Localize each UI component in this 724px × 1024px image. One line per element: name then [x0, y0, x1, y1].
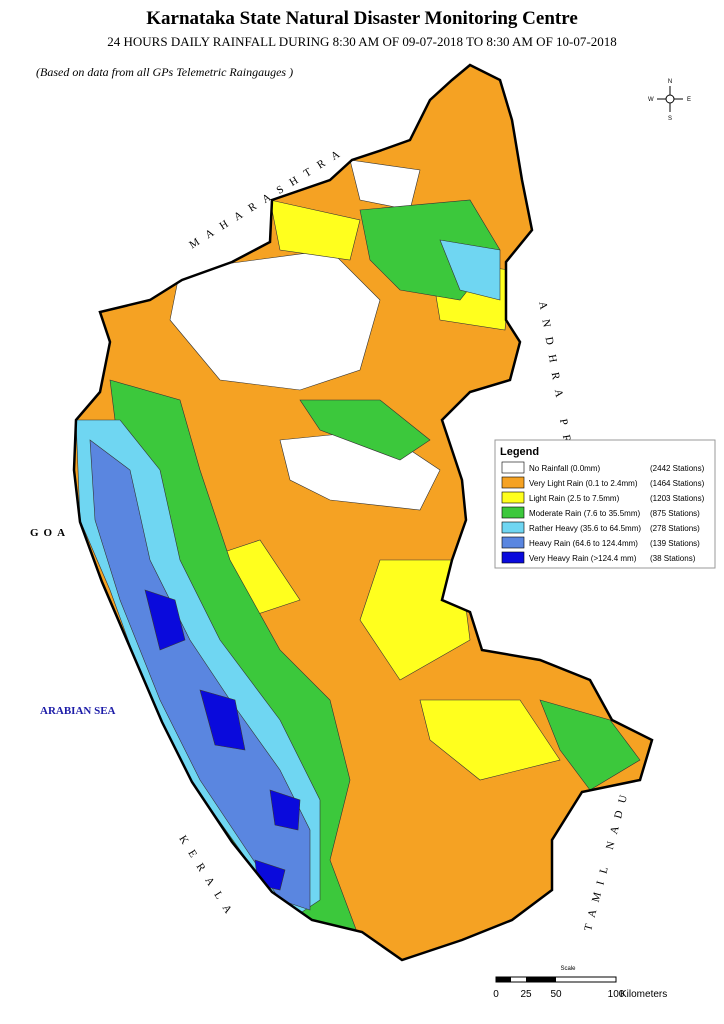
rain-zone — [199, 689, 246, 751]
scale-bar: Scale Kilometers 0 25 50 100 — [493, 966, 667, 1000]
legend-count: (2442 Stations) — [650, 464, 705, 473]
legend-swatch — [501, 521, 525, 534]
legend-label: Moderate Rain (7.6 to 35.5mm) — [529, 509, 640, 518]
scale-seg — [526, 977, 556, 982]
rain-zone — [419, 699, 561, 781]
rain-zone — [299, 399, 431, 461]
legend-count: (278 Stations) — [650, 524, 700, 533]
legend-label: Rather Heavy (35.6 to 64.5mm) — [529, 524, 641, 533]
legend-swatch — [501, 461, 525, 474]
legend-swatch — [501, 506, 525, 519]
legend-title: Legend — [500, 446, 539, 458]
rain-zone — [144, 589, 186, 651]
scale-title: Scale — [560, 966, 576, 972]
legend-label: Heavy Rain (64.6 to 124.4mm) — [529, 539, 638, 548]
scale-tick-label: 100 — [608, 989, 625, 1000]
scale-seg — [496, 977, 511, 982]
legend-label: No Rainfall (0.0mm) — [529, 464, 600, 473]
region-label: KERALA — [176, 833, 238, 923]
rain-zone — [359, 559, 471, 681]
scale-unit: Kilometers — [620, 989, 667, 1000]
legend-swatch — [501, 476, 525, 489]
rain-zone — [269, 199, 361, 261]
scale-tick-label: 50 — [550, 989, 562, 1000]
legend-label: Very Light Rain (0.1 to 2.4mm) — [529, 479, 638, 488]
legend-count: (139 Stations) — [650, 539, 700, 548]
rain-zone — [89, 439, 311, 911]
region-label: ARABIAN SEA — [40, 705, 116, 717]
legend-swatch — [501, 491, 525, 504]
legend-label: Light Rain (2.5 to 7.5mm) — [529, 494, 620, 503]
rain-zone — [269, 789, 301, 831]
rain-zone — [439, 239, 501, 301]
rain-zone — [539, 699, 641, 791]
legend-label: Very Heavy Rain (>124.4 mm) — [529, 554, 637, 563]
title: Karnataka State Natural Disaster Monitor… — [146, 8, 578, 29]
compass-w: W — [648, 97, 654, 103]
note: (Based on data from all GPs Telemetric R… — [36, 65, 293, 79]
scale-tick-label: 25 — [520, 989, 532, 1000]
legend-swatch — [501, 536, 525, 549]
legend-box — [494, 439, 716, 569]
compass: N S E W — [648, 79, 691, 122]
legend-count: (875 Stations) — [650, 509, 700, 518]
legend-count: (38 Stations) — [650, 554, 696, 563]
legend: Legend No Rainfall (0.0mm) (2442 Stations… — [494, 439, 716, 569]
subtitle: 24 HOURS DAILY RAINFALL DURING 8:30 AM O… — [107, 34, 616, 49]
legend-swatch — [501, 551, 525, 564]
region-label: TAMIL NADU — [582, 786, 632, 932]
compass-n: N — [668, 79, 672, 85]
scale-tick-label: 0 — [493, 989, 499, 1000]
compass-e: E — [687, 97, 691, 103]
compass-s: S — [668, 116, 672, 122]
region-label: GOA — [30, 527, 70, 539]
legend-count: (1464 Stations) — [650, 479, 705, 488]
legend-count: (1203 Stations) — [650, 494, 705, 503]
